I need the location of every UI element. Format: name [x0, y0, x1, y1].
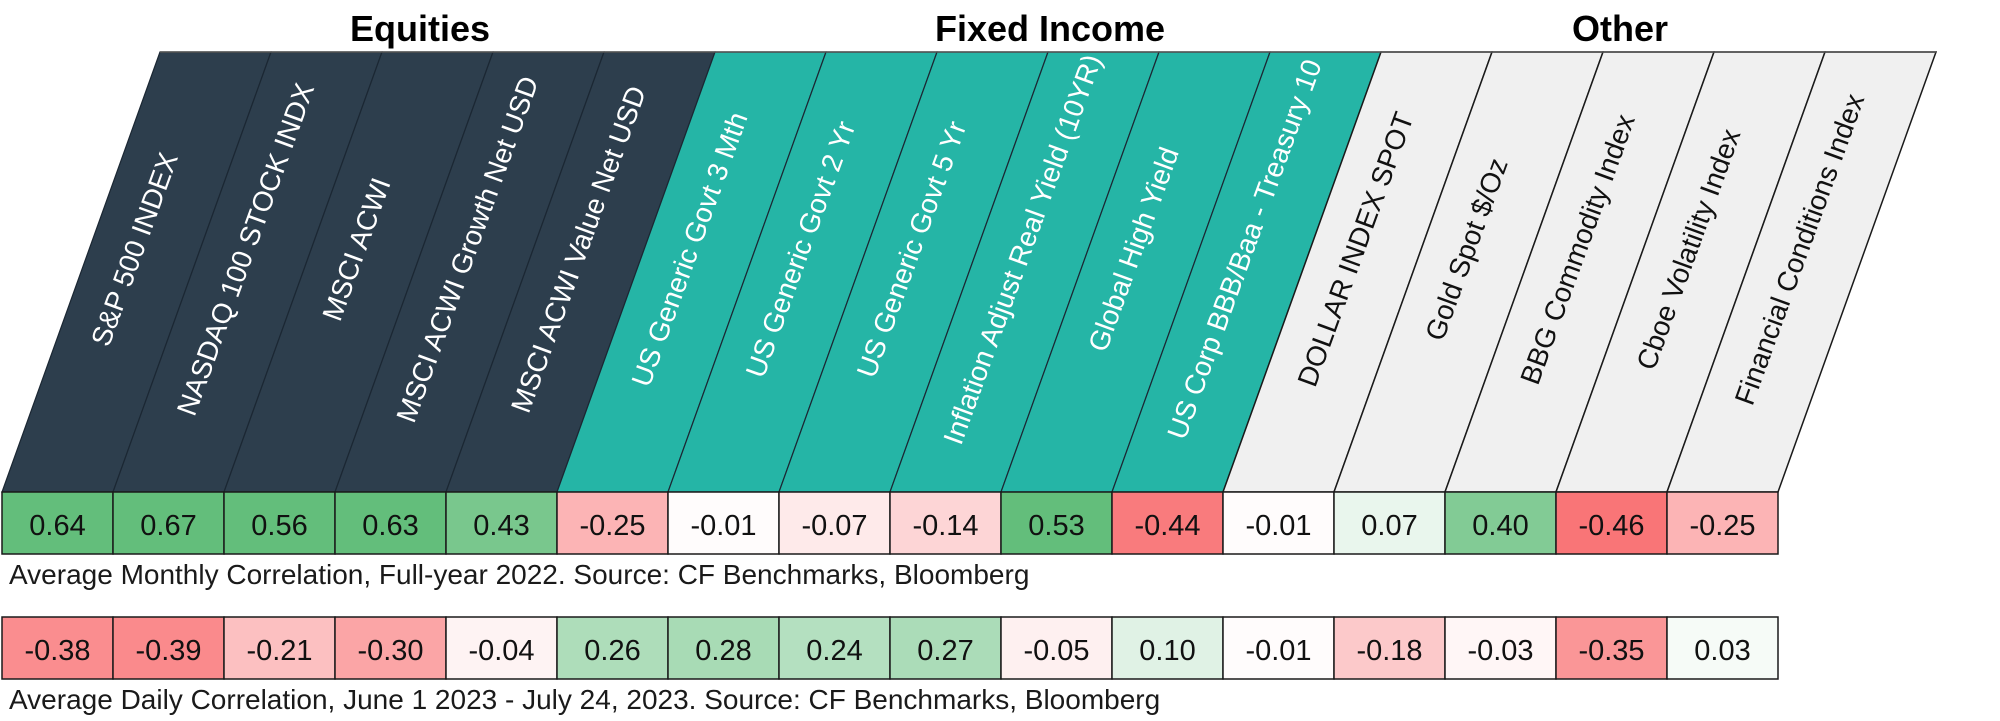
cell-value: -0.39: [135, 635, 201, 667]
cell-value: 0.40: [1472, 510, 1528, 542]
cell-value: 0.27: [917, 635, 973, 667]
heatmap-cell: [334, 616, 447, 680]
cell-value: -0.35: [1578, 635, 1644, 667]
group-title-fixed-income: Fixed Income: [934, 8, 1166, 49]
heatmap-cell: [112, 491, 225, 555]
heatmap-cell: [1000, 616, 1113, 680]
cell-value: -0.01: [1245, 510, 1311, 542]
cell-value: -0.18: [1356, 635, 1422, 667]
cell-value: -0.01: [1245, 635, 1311, 667]
cell-value: 0.28: [695, 635, 751, 667]
cell-value: -0.25: [579, 510, 645, 542]
heatmap-cell: [778, 491, 891, 555]
cell-value: 0.64: [29, 510, 85, 542]
cell-value: 0.53: [1028, 510, 1084, 542]
cell-value: 0.43: [473, 510, 529, 542]
heatmap-cell: [778, 616, 891, 680]
heatmap-cell: [889, 491, 1002, 555]
cell-value: 0.67: [140, 510, 196, 542]
heatmap-cell: [556, 491, 669, 555]
heatmap-cell: [1333, 491, 1446, 555]
heatmap-cell: [667, 616, 780, 680]
heatmap-cell: [1222, 491, 1335, 555]
cell-value: -0.05: [1023, 635, 1089, 667]
cell-value: 0.10: [1139, 635, 1195, 667]
heatmap-cell: [223, 616, 336, 680]
row-caption-daily-2023: Average Daily Correlation, June 1 2023 -…: [9, 684, 1161, 715]
heatmap-cell: [334, 491, 447, 555]
heatmap-cell: [556, 616, 669, 680]
heatmap-cell: [1444, 616, 1557, 680]
row-caption-monthly-2022: Average Monthly Correlation, Full-year 2…: [9, 559, 1030, 590]
cell-value: 0.07: [1361, 510, 1417, 542]
heatmap-cell: [1666, 491, 1779, 555]
heatmap-cell: [1111, 491, 1224, 555]
heatmap-cell: [1222, 616, 1335, 680]
cell-value: -0.46: [1578, 510, 1644, 542]
cell-value: -0.21: [246, 635, 312, 667]
cell-value: -0.25: [1689, 510, 1755, 542]
cell-value: -0.07: [801, 510, 867, 542]
heatmap-cell: [1555, 491, 1668, 555]
heatmap-cell: [112, 616, 225, 680]
cell-value: 0.63: [362, 510, 418, 542]
cell-value: -0.30: [357, 635, 423, 667]
heatmap-cell: [1, 616, 114, 680]
cell-value: -0.38: [24, 635, 90, 667]
cell-value: -0.44: [1134, 510, 1200, 542]
cell-value: -0.04: [468, 635, 534, 667]
cell-value: -0.01: [690, 510, 756, 542]
cell-value: 0.56: [251, 510, 307, 542]
heatmap-cell: [1666, 616, 1779, 680]
cell-value: 0.26: [584, 635, 640, 667]
heatmap-cell: [223, 491, 336, 555]
group-title-other: Other: [1571, 8, 1668, 49]
cell-value: -0.03: [1467, 635, 1533, 667]
group-title-equities: Equities: [349, 8, 491, 49]
cell-value: -0.14: [912, 510, 978, 542]
heatmap-cell: [1111, 616, 1224, 680]
heatmap-cell: [1444, 491, 1557, 555]
cell-value: 0.03: [1694, 635, 1750, 667]
cell-value: 0.24: [806, 635, 862, 667]
